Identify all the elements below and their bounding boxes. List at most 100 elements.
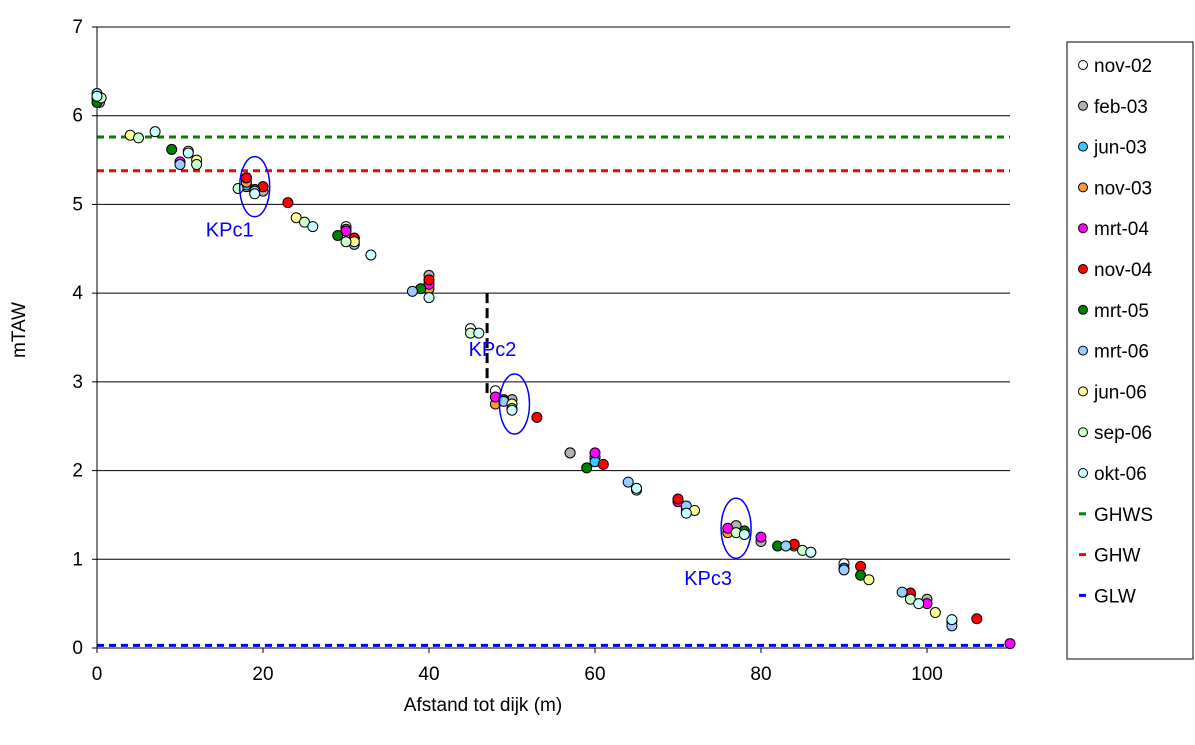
legend-label: mrt-04 bbox=[1094, 219, 1149, 240]
point-okt-06 bbox=[805, 546, 817, 558]
point-mrt-06 bbox=[838, 564, 850, 576]
point-okt-06 bbox=[506, 404, 518, 416]
point-okt-06 bbox=[946, 614, 958, 626]
point-sep-06 bbox=[191, 159, 203, 171]
x-tick-label: 60 bbox=[584, 664, 605, 685]
y-tick-labels: 0 1 2 3 4 5 6 7 bbox=[72, 17, 83, 659]
point-mrt-06 bbox=[406, 285, 418, 297]
x-tick-label: 100 bbox=[911, 664, 943, 685]
legend-marker bbox=[1078, 386, 1088, 397]
legend-marker bbox=[1078, 141, 1088, 152]
annotations: KPc1 KPc2 KPc3 bbox=[206, 155, 752, 590]
point-sep-06 bbox=[299, 216, 310, 228]
point-mrt-05 bbox=[581, 462, 593, 474]
x-tick-label: 40 bbox=[418, 664, 439, 685]
point-nov-04 bbox=[597, 458, 609, 470]
point-jun-06 bbox=[863, 574, 875, 586]
legend-box bbox=[1066, 41, 1194, 660]
legend-label: mrt-05 bbox=[1094, 301, 1149, 322]
point-feb-03 bbox=[564, 447, 576, 459]
legend: nov-02 feb-03 jun-03 nov-03 mrt-04 nov-04 mrt-… bbox=[1066, 41, 1194, 660]
point-okt-06 bbox=[913, 598, 925, 610]
legend-marker bbox=[1078, 304, 1088, 315]
point-okt-06 bbox=[149, 126, 161, 138]
point-mrt-04 bbox=[1004, 638, 1016, 650]
point-mrt-06 bbox=[174, 159, 186, 171]
point-okt-06 bbox=[738, 528, 750, 540]
legend-label: GLW bbox=[1094, 586, 1136, 607]
annotation-label: KPc2 bbox=[469, 339, 517, 361]
x-axis-title: Afstand tot dijk (m) bbox=[404, 695, 562, 716]
data-points bbox=[91, 88, 1016, 650]
point-nov-04 bbox=[971, 613, 983, 625]
point-mrt-06 bbox=[780, 540, 792, 552]
annotation-ellipse bbox=[498, 373, 531, 435]
x-tick-label: 80 bbox=[750, 664, 771, 685]
point-mrt-06 bbox=[622, 476, 634, 488]
point-jun-06 bbox=[929, 607, 941, 619]
legend-marker bbox=[1078, 468, 1088, 478]
point-okt-06 bbox=[249, 188, 261, 200]
point-okt-06 bbox=[365, 249, 377, 261]
x-tick-label: 0 bbox=[92, 664, 103, 685]
point-nov-04 bbox=[282, 197, 294, 209]
legend-label: nov-03 bbox=[1094, 178, 1152, 199]
legend-marker bbox=[1078, 427, 1088, 438]
annotation-ellipse bbox=[238, 155, 271, 218]
legend-label: GHWS bbox=[1094, 505, 1153, 526]
legend-label: jun-06 bbox=[1093, 382, 1147, 403]
point-mrt-05 bbox=[166, 143, 178, 155]
point-sep-06 bbox=[232, 182, 244, 194]
y-tick-label: 1 bbox=[72, 549, 83, 570]
y-tick-label: 6 bbox=[72, 106, 83, 127]
point-okt-06 bbox=[307, 221, 319, 233]
point-okt-06 bbox=[473, 327, 485, 339]
point-okt-06 bbox=[680, 507, 692, 519]
legend-label: jun-03 bbox=[1093, 138, 1147, 159]
y-tick-label: 5 bbox=[72, 194, 83, 215]
y-tick-label: 7 bbox=[72, 17, 83, 38]
legend-label: GHW bbox=[1094, 546, 1141, 567]
point-mrt-04 bbox=[340, 225, 352, 237]
point-mrt-04 bbox=[722, 522, 734, 534]
point-nov-04 bbox=[240, 172, 252, 184]
legend-label: nov-04 bbox=[1094, 260, 1153, 281]
y-tick-label: 3 bbox=[72, 372, 83, 393]
point-jun-06 bbox=[290, 212, 302, 224]
plot-frame bbox=[92, 26, 1010, 653]
legend-marker bbox=[1078, 264, 1088, 274]
x-tick-label: 20 bbox=[252, 664, 273, 685]
legend-marker bbox=[1078, 60, 1088, 70]
legend-marker bbox=[1078, 223, 1088, 234]
point-okt-06 bbox=[631, 482, 642, 494]
point-nov-04 bbox=[672, 493, 684, 505]
reference-lines bbox=[97, 135, 1010, 647]
y-tick-label: 2 bbox=[72, 461, 83, 482]
legend-label: okt-06 bbox=[1094, 464, 1147, 485]
point-mrt-06 bbox=[896, 586, 908, 598]
legend-marker bbox=[1078, 182, 1088, 193]
legend-marker bbox=[1078, 100, 1088, 111]
point-okt-06 bbox=[182, 147, 194, 159]
annotation-label: KPc3 bbox=[684, 568, 732, 590]
y-tick-label: 4 bbox=[72, 283, 83, 304]
legend-label: mrt-06 bbox=[1094, 342, 1149, 363]
x-tick-labels: 0 20 40 60 80 100 bbox=[92, 664, 943, 685]
point-sep-06 bbox=[133, 132, 144, 144]
point-okt-06 bbox=[423, 292, 435, 304]
legend-label: sep-06 bbox=[1094, 423, 1152, 444]
annotation-ellipse bbox=[720, 497, 752, 559]
annotation-label: KPc1 bbox=[206, 220, 254, 242]
point-nov-04 bbox=[423, 274, 435, 286]
point-okt-06 bbox=[91, 90, 103, 102]
point-mrt-04 bbox=[589, 447, 601, 459]
point-nov-04 bbox=[531, 411, 543, 423]
point-sep-06 bbox=[340, 236, 352, 248]
gridlines bbox=[97, 26, 1010, 560]
y-tick-label: 0 bbox=[72, 638, 83, 659]
legend-marker bbox=[1078, 345, 1088, 356]
point-mrt-05 bbox=[332, 229, 344, 241]
legend-label: nov-02 bbox=[1094, 56, 1152, 77]
point-mrt-05 bbox=[855, 569, 867, 581]
